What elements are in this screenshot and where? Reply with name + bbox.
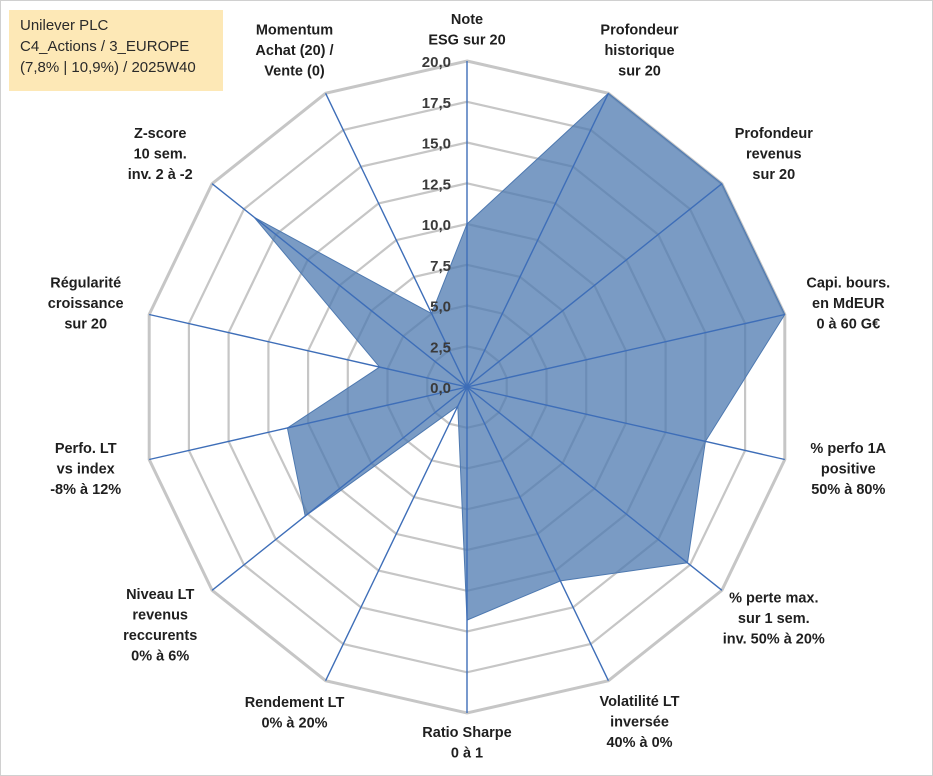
axis-label-line: Z-score xyxy=(134,126,186,142)
radar-ticks: 0,0 2,5 5,0 7,5 10,0 12,5 15,0 17,5 20,0 xyxy=(422,54,451,397)
axis-label-line: Volatilité LT xyxy=(599,694,679,710)
axis-label-line: Niveau LT xyxy=(126,587,194,603)
axis-label-line: vs index xyxy=(57,462,115,478)
tick-label: 15,0 xyxy=(422,136,451,153)
tick-label: 5,0 xyxy=(430,299,451,316)
axis-label-line: Capi. bours. xyxy=(806,275,890,291)
axis-spoke xyxy=(149,313,468,388)
axis-spoke xyxy=(466,183,723,388)
tick-label: 2,5 xyxy=(430,339,451,356)
axis-label-line: 0% à 20% xyxy=(261,716,327,732)
axis-label-line: Achat (20) / xyxy=(255,43,333,59)
axis-label-line: inv. 2 à -2 xyxy=(128,167,193,183)
axis-label-line: Régularité xyxy=(50,275,121,291)
axis-spoke xyxy=(211,183,468,388)
tick-label: 7,5 xyxy=(430,258,451,275)
axis-label-line: positive xyxy=(821,462,876,478)
axis-label: Note ESG sur 20 xyxy=(428,12,505,49)
axis-label-line: Perfo. LT xyxy=(55,441,117,457)
axis-label-line: Profondeur xyxy=(600,22,678,38)
axis-label-line: sur 20 xyxy=(64,316,107,332)
axis-label-line: inv. 50% à 20% xyxy=(723,632,825,648)
axis-label: Volatilité LT inversée 40% à 0% xyxy=(599,694,679,751)
axis-label-line: sur 20 xyxy=(752,167,795,183)
axis-label-line: Ratio Sharpe xyxy=(422,725,511,741)
axis-label-line: ESG sur 20 xyxy=(428,33,505,49)
axis-label-line: % perte max. xyxy=(729,591,818,607)
axis-label-line: historique xyxy=(604,43,674,59)
tick-label: 17,5 xyxy=(422,95,451,112)
axis-spoke xyxy=(149,386,468,461)
axis-spoke xyxy=(466,92,610,388)
axis-label-line: 50% à 80% xyxy=(811,482,885,498)
axis-spoke xyxy=(466,386,723,591)
tick-label: 10,0 xyxy=(422,217,451,234)
axis-label-line: 10 sem. xyxy=(134,146,187,162)
axis-label-line: revenus xyxy=(132,607,188,623)
axis-label-line: Rendement LT xyxy=(245,695,345,711)
axis-label-line: Profondeur xyxy=(735,126,813,142)
axis-label-line: -8% à 12% xyxy=(50,482,121,498)
axis-label-line: Note xyxy=(451,12,483,28)
axis-label: Z-score 10 sem. inv. 2 à -2 xyxy=(128,126,193,183)
axis-label-line: inversée xyxy=(610,715,669,731)
axis-label: % perfo 1A positive 50% à 80% xyxy=(810,441,886,498)
axis-label-line: revenus xyxy=(746,146,802,162)
axis-label: Capi. bours. en MdEUR 0 à 60 G€ xyxy=(806,275,890,332)
axis-spoke xyxy=(466,386,610,682)
axis-label-line: 40% à 0% xyxy=(606,735,672,751)
axis-label-line: sur 1 sem. xyxy=(738,611,810,627)
axis-label: Momentum Achat (20) / Vente (0) xyxy=(255,22,333,79)
axis-label-line: en MdEUR xyxy=(812,296,885,312)
tick-label: 20,0 xyxy=(422,54,451,71)
portfolio-name: C4_Actions / 3_EUROPE xyxy=(20,38,190,55)
info-box: Unilever PLC C4_Actions / 3_EUROPE (7,8%… xyxy=(9,10,223,91)
axis-spoke xyxy=(211,386,468,591)
axis-label: Rendement LT 0% à 20% xyxy=(245,695,345,732)
axis-spoke xyxy=(466,313,785,388)
axis-label: Niveau LT revenus reccurents 0% à 6% xyxy=(123,587,197,665)
axis-label-line: % perfo 1A xyxy=(810,441,886,457)
axis-label-line: 0 à 1 xyxy=(451,746,483,762)
axis-spoke xyxy=(324,92,468,388)
radar-spokes xyxy=(149,61,785,713)
axis-label-line: Vente (0) xyxy=(264,63,325,79)
axis-label: Perfo. LT vs index -8% à 12% xyxy=(50,441,121,498)
axis-label: Profondeur revenus sur 20 xyxy=(735,126,813,183)
axis-label-line: Momentum xyxy=(256,22,333,38)
axis-label-line: 0 à 60 G€ xyxy=(816,316,880,332)
axis-label-line: reccurents xyxy=(123,628,197,644)
axis-label-line: sur 20 xyxy=(618,63,661,79)
axis-label: Régularité croissance sur 20 xyxy=(48,275,124,332)
tick-label: 12,5 xyxy=(422,176,451,193)
axis-label: % perte max. sur 1 sem. inv. 50% à 20% xyxy=(723,591,825,648)
radar-axis-labels: Note ESG sur 20 Profondeur historique sur 20… xyxy=(48,12,890,762)
axis-label-line: croissance xyxy=(48,296,124,312)
axis-label: Ratio Sharpe 0 à 1 xyxy=(422,725,511,762)
axis-label: Profondeur historique sur 20 xyxy=(600,22,678,79)
axis-label-line: 0% à 6% xyxy=(131,648,189,664)
company-name: Unilever PLC xyxy=(20,17,109,34)
period-label: (7,8% | 10,9%) / 2025W40 xyxy=(20,59,196,76)
axis-spoke xyxy=(324,386,468,682)
tick-label: 0,0 xyxy=(430,380,451,397)
axis-spoke xyxy=(466,386,785,461)
